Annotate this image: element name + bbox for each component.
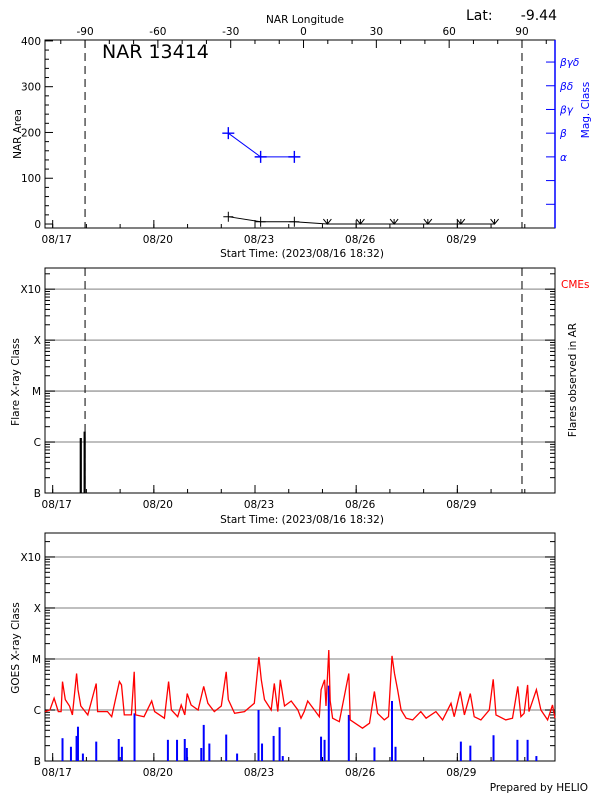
mag-class-tick-label: βδ xyxy=(559,81,573,93)
y2-axis-label-flares: Flares observed in AR xyxy=(567,323,579,437)
y-tick-label: X10 xyxy=(20,552,41,564)
y2-axis-label-mag: Mag. Class xyxy=(580,82,592,138)
x-tick-label: 08/26 xyxy=(345,234,376,246)
area-point-marker xyxy=(289,216,300,227)
area-zero-marker xyxy=(389,218,399,225)
mag-class-marker xyxy=(222,127,235,140)
y-tick-label: X10 xyxy=(20,284,41,296)
x-axis-label-panel1: Start Time: (2023/08/16 18:32) xyxy=(220,248,384,260)
x-axis-label-panel2: Start Time: (2023/08/16 18:32) xyxy=(220,514,384,526)
x-tick-label: 08/17 xyxy=(42,499,72,511)
y-tick-label: X xyxy=(34,603,41,615)
y-axis-label-goes: GOES X-ray Class xyxy=(10,602,22,693)
y-tick-label: X xyxy=(34,335,41,347)
y-tick-label: B xyxy=(34,488,41,500)
x-tick-label: 08/23 xyxy=(244,767,274,779)
x-tick-label: 08/29 xyxy=(446,767,476,779)
x-tick-label: 08/17 xyxy=(42,234,72,246)
y-tick-label: 400 xyxy=(21,36,41,48)
area-point-marker xyxy=(255,216,266,227)
longitude-tick-label: -30 xyxy=(222,26,239,38)
lat-label: Lat: xyxy=(466,8,493,24)
x-tick-label: 08/20 xyxy=(143,234,173,246)
y-tick-label: M xyxy=(32,386,41,398)
mag-class-tick-label: α xyxy=(560,152,567,164)
x-tick-label: 08/26 xyxy=(345,767,376,779)
y-tick-label: 100 xyxy=(21,173,41,185)
x-tick-label: 08/29 xyxy=(446,234,476,246)
longitude-tick-label: 0 xyxy=(300,26,307,38)
panel-goes-xray: B C M X X10 08/17 08/20 08/23 08/26 08/29 xyxy=(20,532,556,779)
longitude-tick-label: -60 xyxy=(149,26,166,38)
y-tick-label: C xyxy=(34,437,41,449)
y-tick-label: B xyxy=(34,756,41,768)
legend-cmes: CMEs xyxy=(561,279,590,291)
x-tick-label: 08/20 xyxy=(143,767,173,779)
x-tick-label: 08/23 xyxy=(244,499,274,511)
area-zero-marker xyxy=(490,218,499,225)
longitude-tick-label: 30 xyxy=(370,26,383,38)
y-tick-label: 300 xyxy=(21,82,41,94)
x-tick-label: 08/23 xyxy=(244,234,274,246)
area-zero-marker xyxy=(423,218,433,225)
mag-class-marker xyxy=(254,150,267,163)
lat-value: -9.44 xyxy=(521,8,557,24)
longitude-tick-label: 60 xyxy=(442,26,455,38)
x-tick-label: 08/29 xyxy=(446,499,476,511)
x-tick-label: 08/20 xyxy=(143,499,173,511)
area-zero-marker xyxy=(356,218,365,225)
area-zero-marker xyxy=(322,218,332,225)
x-tick-label: 08/26 xyxy=(345,499,376,511)
top-axis-label: NAR Longitude xyxy=(266,14,344,26)
region-title: NAR 13414 xyxy=(102,41,209,63)
goes-long-channel-line xyxy=(44,649,556,729)
mag-class-tick-label: β xyxy=(559,128,567,140)
y-axis-label-area: NAR Area xyxy=(12,109,24,159)
mag-class-tick-label: βγδ xyxy=(559,57,579,69)
area-point-marker xyxy=(223,211,234,222)
plot-frame xyxy=(44,267,556,494)
mag-class-tick-label: βγ xyxy=(559,104,574,116)
longitude-tick-label: -90 xyxy=(76,26,93,38)
y-tick-label: 0 xyxy=(34,219,41,231)
mag-class-marker xyxy=(288,150,301,163)
panel-nar-area: 08/17 08/20 08/23 08/26 08/290100200300400-9… xyxy=(21,26,579,246)
panel-flare-class: B C M X X10 08/17 08/20 08/23 08/26 08/29 xyxy=(20,267,556,511)
y-tick-label: M xyxy=(32,654,41,666)
area-zero-marker xyxy=(456,218,466,225)
y-axis-label-flares: Flare X-ray Class xyxy=(10,338,22,426)
plot-frame xyxy=(44,532,556,762)
y-tick-label: C xyxy=(34,705,41,717)
x-tick-label: 08/17 xyxy=(42,767,72,779)
longitude-tick-label: 90 xyxy=(515,26,528,38)
y-tick-label: 200 xyxy=(21,127,41,139)
footer-credit: Prepared by HELIO xyxy=(490,782,588,794)
